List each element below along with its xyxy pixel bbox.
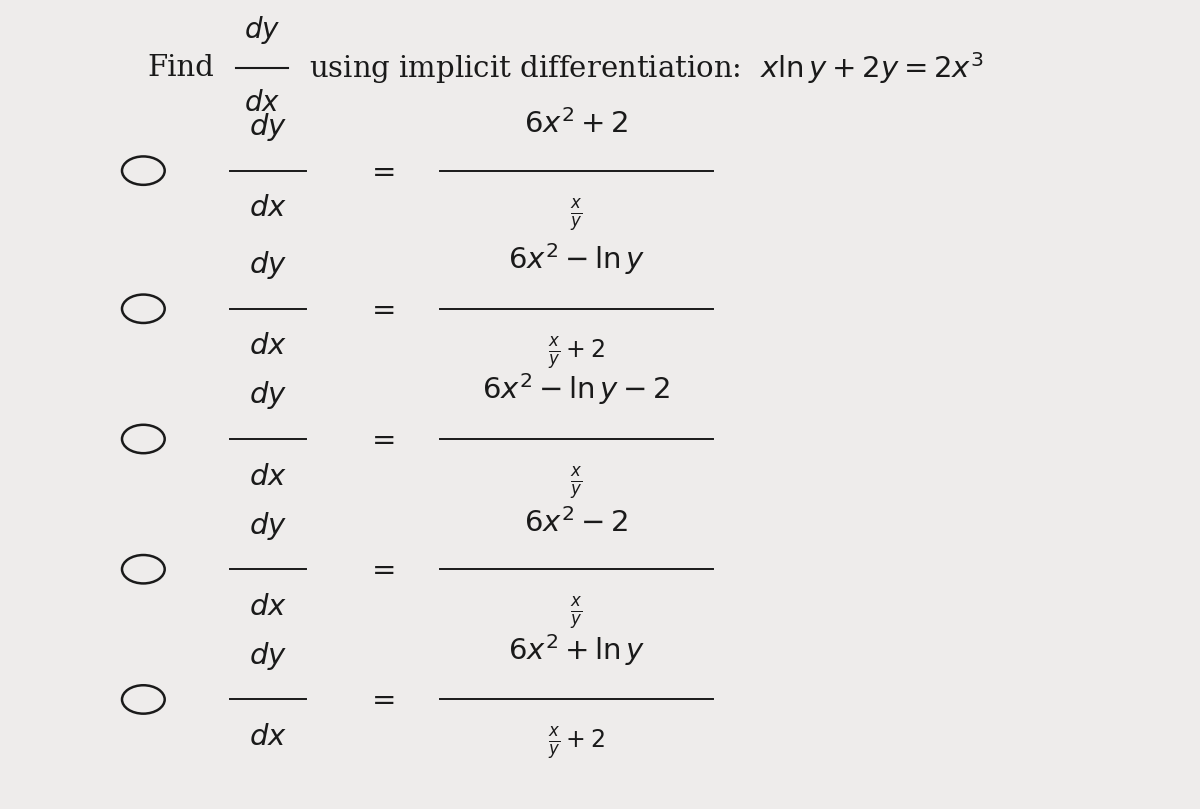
Text: $dx$: $dx$ <box>248 593 287 621</box>
Text: $dy$: $dy$ <box>248 379 287 411</box>
Text: $6x^2 + \ln y$: $6x^2 + \ln y$ <box>508 632 644 668</box>
Text: $\frac{x}{y}$: $\frac{x}{y}$ <box>570 465 582 501</box>
Text: $6x^2 + 2$: $6x^2 + 2$ <box>524 109 629 139</box>
Text: $=$: $=$ <box>366 555 395 583</box>
Text: $=$: $=$ <box>366 294 395 323</box>
Text: $\frac{x}{y}$: $\frac{x}{y}$ <box>570 595 582 631</box>
Text: $dy$: $dy$ <box>248 249 287 282</box>
Text: $6x^2 - \ln y$: $6x^2 - \ln y$ <box>508 241 644 277</box>
Text: Find: Find <box>148 54 215 82</box>
Text: $dx$: $dx$ <box>248 723 287 751</box>
Text: $dx$: $dx$ <box>244 90 280 117</box>
Text: $\frac{x}{y} + 2$: $\frac{x}{y} + 2$ <box>548 335 605 371</box>
Text: using implicit differentiation:  $x \ln y + 2y = 2x^3$: using implicit differentiation: $x \ln y… <box>310 50 984 86</box>
Text: $dy$: $dy$ <box>244 14 280 46</box>
Text: $dx$: $dx$ <box>248 332 287 361</box>
Text: $=$: $=$ <box>366 425 395 453</box>
Text: $dy$: $dy$ <box>248 111 287 143</box>
Text: $dy$: $dy$ <box>248 640 287 671</box>
Text: $6x^2 - 2$: $6x^2 - 2$ <box>524 508 629 538</box>
Text: $dx$: $dx$ <box>248 463 287 491</box>
Text: $\frac{x}{y}$: $\frac{x}{y}$ <box>570 197 582 232</box>
Text: $6x^2 - \ln y - 2$: $6x^2 - \ln y - 2$ <box>482 371 671 408</box>
Text: $=$: $=$ <box>366 157 395 184</box>
Text: $dx$: $dx$ <box>248 194 287 222</box>
Text: $=$: $=$ <box>366 685 395 714</box>
Text: $\frac{x}{y} + 2$: $\frac{x}{y} + 2$ <box>548 726 605 761</box>
Text: $dy$: $dy$ <box>248 510 287 541</box>
